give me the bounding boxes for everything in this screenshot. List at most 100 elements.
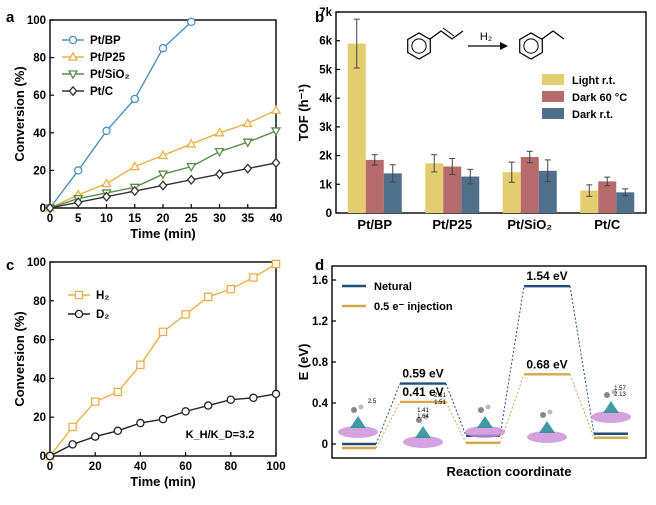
y-tick-label: 40: [33, 373, 46, 385]
data-point: [158, 327, 168, 337]
legend-label: D₂: [96, 309, 109, 321]
data-point: [270, 104, 282, 114]
pt-cluster: [539, 421, 555, 433]
legend-label: Pt/BP: [90, 35, 121, 47]
molecule-atom: [540, 412, 546, 418]
legend-swatch: [542, 108, 564, 119]
molecule-atom: [351, 407, 357, 413]
y-tick-label: 20: [33, 412, 46, 424]
data-point: [249, 273, 258, 282]
legend-label: Pt/SiO₂: [90, 69, 130, 81]
bar: [443, 166, 462, 213]
data-point: [102, 191, 111, 202]
x-tick-label: 60: [179, 461, 192, 473]
y-tick-label: 1.6: [312, 275, 328, 287]
distance-label: 1.41: [417, 408, 429, 414]
data-point: [203, 292, 213, 302]
bar: [461, 176, 480, 213]
data-point: [271, 259, 281, 269]
y-axis-label: TOF (h⁻¹): [296, 84, 311, 141]
pt-cluster: [350, 416, 366, 428]
barrier-label: 0.41 eV: [402, 385, 443, 399]
connector: [375, 383, 401, 445]
legend-marker: [68, 85, 78, 97]
x-axis-label: Time (min): [130, 226, 196, 241]
x-tick-label: 40: [270, 213, 283, 225]
x-tick-label: 30: [213, 213, 226, 225]
data-point: [158, 180, 168, 191]
data-point: [186, 174, 196, 185]
support-slab: [591, 411, 631, 423]
aromatic-ring: [523, 38, 539, 54]
y-tick-label: 4k: [319, 93, 332, 105]
reaction-scheme: H₂: [407, 27, 565, 60]
legend-marker: [74, 290, 84, 300]
legend-swatch: [542, 91, 564, 102]
barrier-label: 1.54 eV: [526, 269, 567, 283]
legend-label: Pt/C: [90, 86, 113, 98]
data-point: [270, 127, 282, 137]
data-point: [157, 149, 169, 160]
styrene-ring: [407, 32, 431, 60]
y-tick-label: 100: [27, 15, 46, 27]
data-point: [203, 401, 213, 410]
legend-label: Netural: [374, 281, 412, 293]
x-tick-label: 15: [128, 213, 141, 225]
data-point: [90, 397, 100, 406]
bar: [538, 170, 557, 213]
data-point: [243, 163, 253, 174]
data-point: [181, 407, 190, 416]
plot-frame: [335, 11, 647, 214]
legend-label: Dark 60 °C: [572, 92, 627, 104]
support-slab: [338, 426, 378, 438]
x-tick-label: 20: [157, 213, 170, 225]
data-point: [136, 360, 145, 370]
bar: [520, 157, 539, 213]
y-tick-label: 80: [33, 296, 46, 308]
molecule-atom: [358, 404, 364, 410]
y-tick-label: 0.8: [312, 357, 329, 369]
pt-cluster: [477, 416, 493, 428]
data-point: [249, 393, 258, 403]
data-point: [90, 432, 100, 441]
data-point: [102, 126, 111, 136]
data-point: [158, 43, 168, 53]
data-point: [113, 426, 123, 436]
data-point: [73, 197, 83, 208]
molecule-atom: [611, 389, 617, 395]
data-point: [157, 170, 169, 180]
x-tick-label: 35: [241, 213, 254, 225]
data-point: [130, 185, 140, 197]
data-point: [226, 284, 236, 294]
data-point: [68, 440, 77, 449]
barrier-label: 0.59 eV: [402, 367, 443, 381]
data-point: [158, 414, 168, 424]
y-axis-label: Conversion (%): [12, 311, 27, 406]
molecule-atom: [485, 404, 491, 410]
double-bond: [442, 27, 455, 37]
y-tick-label: 3k: [319, 122, 332, 134]
y-axis-label: Conversion (%): [12, 66, 27, 161]
distance-label: 2.13: [614, 392, 626, 398]
y-tick-label: 7k: [319, 7, 332, 19]
barrier-label: 0.68 eV: [526, 357, 567, 371]
pt-cluster: [415, 426, 431, 438]
panel-letter-b: b: [315, 9, 324, 26]
support-slab: [527, 431, 567, 443]
molecule-atom: [423, 414, 429, 420]
adsorbate-structure: [591, 389, 631, 423]
x-tick-label: 20: [89, 461, 102, 473]
bar: [580, 190, 599, 213]
legend-marker: [68, 35, 78, 45]
bar: [347, 43, 366, 214]
y-axis-label: E (eV): [296, 344, 311, 381]
x-tick-label: 40: [134, 461, 147, 473]
series-line: [49, 21, 192, 209]
legend-label: Light r.t.: [572, 75, 615, 87]
x-tick-label: 10: [100, 213, 113, 225]
y-tick-label: 0: [40, 203, 46, 215]
x-tick-label: 80: [224, 461, 237, 473]
adsorbate-structure: [465, 404, 505, 438]
x-tick-label: 100: [266, 461, 285, 473]
kinetic-isotope-annotation: K_H/K_D=3.2: [186, 429, 255, 441]
